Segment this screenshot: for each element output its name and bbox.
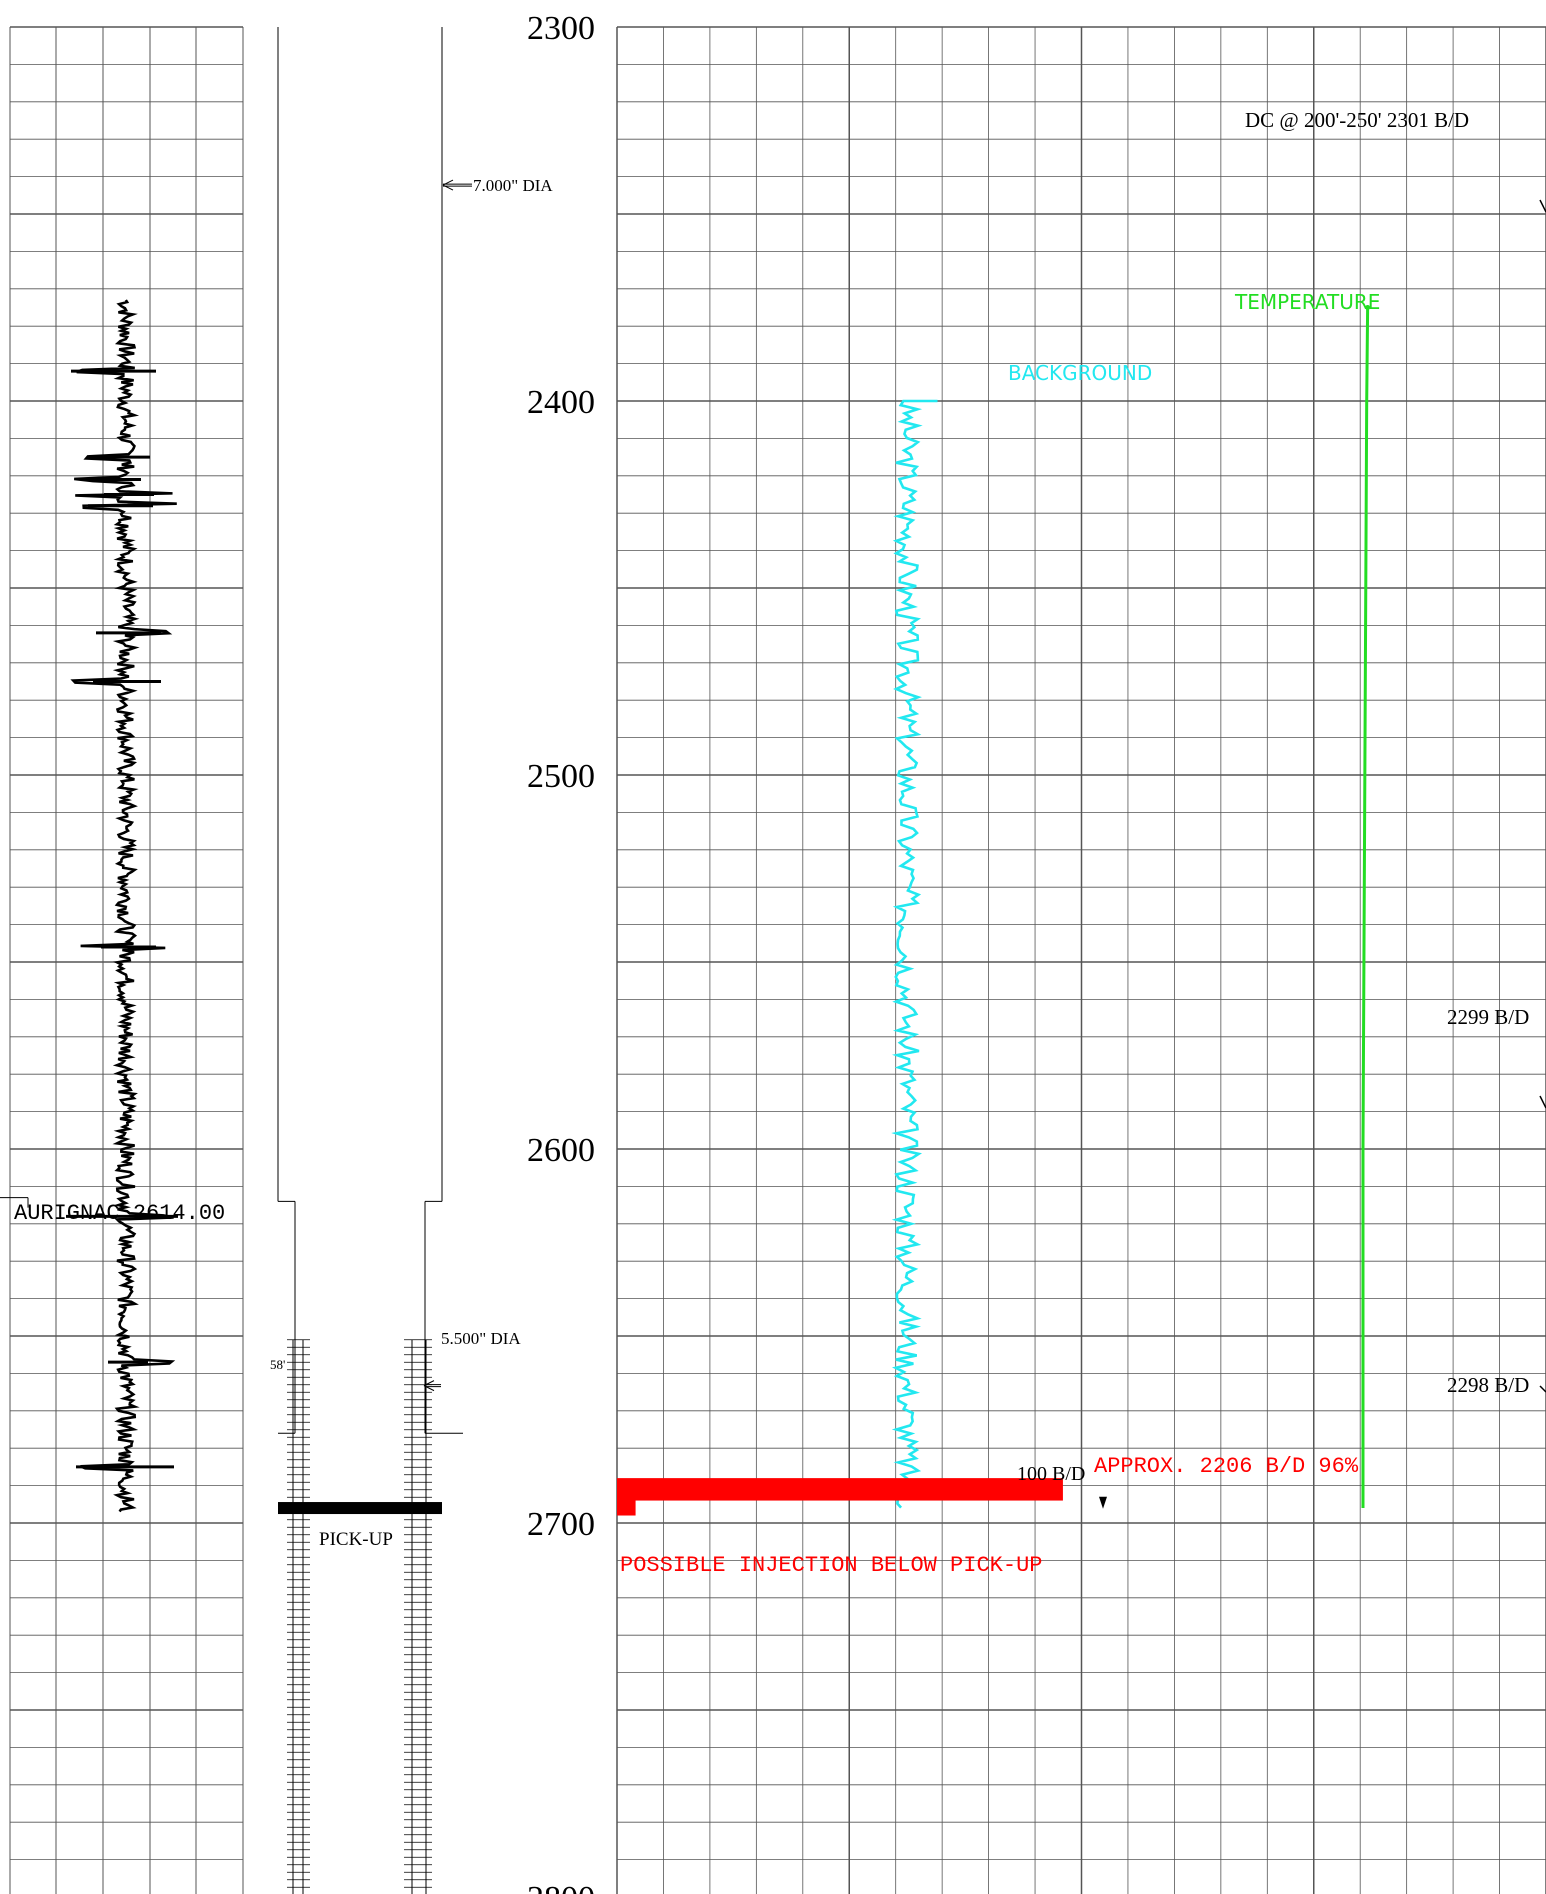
- depth-tick-label: 2600: [527, 1132, 595, 1169]
- rate-marker-low: [1539, 1385, 1546, 1393]
- depth-tick-label: 2700: [527, 1506, 595, 1543]
- temperature-series-label: TEMPERATURE: [1234, 290, 1380, 314]
- depth-tick-label: 2800: [527, 1880, 595, 1894]
- depth-tick-label: 2500: [527, 758, 595, 795]
- interval-58-label: 58': [270, 1357, 285, 1372]
- background-series-label: BACKGROUND: [1008, 361, 1152, 385]
- casing-7in-arrowhead: [442, 179, 454, 191]
- formation-top-label: AURIGNAC 2614.00: [14, 1201, 225, 1226]
- rate-2299-label: 2299 B/D: [1447, 1005, 1529, 1029]
- scale-100-marker: [1099, 1496, 1107, 1509]
- background-curve: [891, 399, 938, 1509]
- flow-bar: [617, 1478, 1063, 1501]
- curves-layer: [66, 199, 1546, 1516]
- scale-100-label: 100 B/D: [1017, 1463, 1085, 1485]
- possible-injection-label: POSSIBLE INJECTION BELOW PICK-UP: [620, 1553, 1042, 1578]
- pick-up-label: PICK-UP: [319, 1529, 393, 1550]
- flow-low-label: APPROX. 92 B/D 4%: [654, 1481, 879, 1506]
- casing-diagram: [0, 27, 472, 1894]
- pick-up-bar: [278, 1502, 442, 1515]
- casing-55in-label: 5.500" DIA: [441, 1329, 521, 1348]
- rate-marker-top: [1539, 199, 1546, 213]
- dc-rate-label: DC @ 200'-250' 2301 B/D: [1245, 108, 1469, 132]
- left-track-grid: [9, 26, 244, 1894]
- main-track-grid: [616, 26, 1546, 1894]
- temperature-curve: [1361, 307, 1370, 1509]
- rate-2298-label: 2298 B/D: [1447, 1373, 1529, 1397]
- flow-high-label: APPROX. 2206 B/D 96%: [1094, 1454, 1359, 1479]
- rate-marker-mid: [1539, 1095, 1546, 1109]
- casing-7in-label: 7.000" DIA: [473, 176, 553, 195]
- depth-tick-label: 2300: [527, 10, 595, 47]
- log-curve: [70, 299, 177, 1513]
- temperature-curve-start: [1365, 305, 1371, 310]
- depth-tick-labels: 2300 2400 2500 2600 2700 2800: [527, 10, 595, 1894]
- depth-tick-label: 2400: [527, 384, 595, 421]
